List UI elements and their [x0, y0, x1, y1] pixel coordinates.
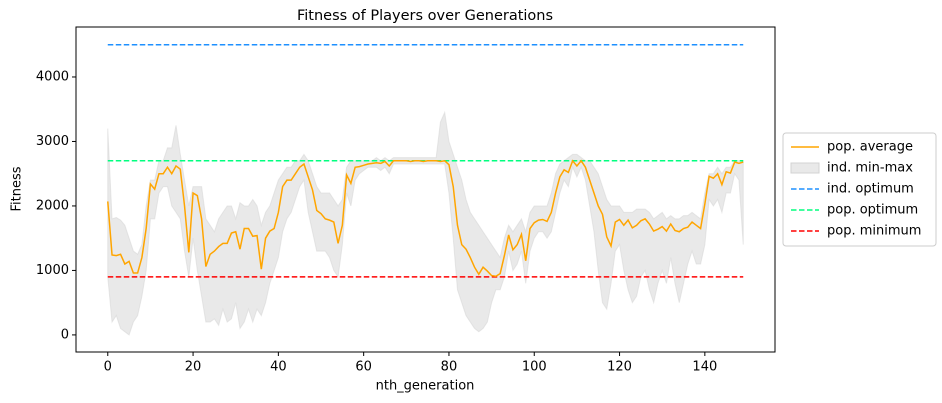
legend-label: ind. min-max [827, 161, 913, 176]
x-tick-label: 140 [692, 360, 717, 375]
x-tick-label: 100 [522, 360, 547, 375]
y-tick-label: 3000 [36, 134, 69, 149]
legend-swatch [790, 162, 820, 174]
plot-frame [75, 26, 776, 353]
min-max-band [107, 110, 744, 336]
legend-label: pop. minimum [827, 224, 921, 239]
chart-title: Fitness of Players over Generations [297, 8, 553, 24]
legend-label: pop. average [827, 140, 913, 155]
average-line [107, 159, 744, 278]
x-tick-label: 20 [185, 360, 202, 375]
legend-label: ind. optimum [827, 182, 914, 197]
legend-label: pop. optimum [827, 203, 918, 218]
y-tick-label: 0 [61, 327, 69, 342]
y-tick-label: 1000 [36, 263, 69, 278]
y-tick-label: 2000 [36, 198, 69, 213]
y-axis-label: Fitness [10, 166, 25, 211]
x-tick-label: 120 [607, 360, 632, 375]
x-tick-label: 40 [270, 360, 287, 375]
y-tick-label: 4000 [36, 69, 69, 84]
x-tick-label: 60 [355, 360, 372, 375]
legend-box [782, 132, 937, 247]
x-tick-label: 80 [441, 360, 458, 375]
x-tick-label: 0 [104, 360, 112, 375]
x-axis-label: nth_generation [376, 379, 475, 394]
